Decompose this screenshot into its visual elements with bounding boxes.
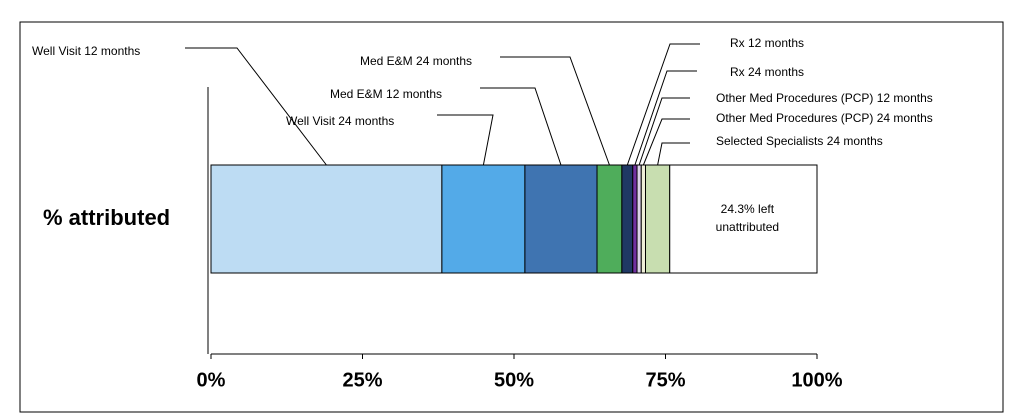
- series-label: Well Visit 12 months: [32, 44, 140, 58]
- x-tick-label: 50%: [494, 369, 534, 391]
- bar-segment: [524, 164, 598, 274]
- leader-line: [626, 43, 700, 166]
- series-label: Med E&M 24 months: [360, 54, 472, 68]
- remainder-label-line: 24.3% left: [721, 202, 775, 216]
- leader-line: [500, 56, 610, 166]
- series-label: Rx 24 months: [730, 65, 804, 79]
- leader-line: [480, 87, 562, 166]
- bar-segment: [621, 164, 634, 274]
- bar-segment: [441, 164, 526, 274]
- remainder: [669, 164, 818, 274]
- category-label: % attributed: [43, 205, 170, 230]
- leader-line: [638, 97, 690, 166]
- x-tick-label: 100%: [791, 369, 842, 391]
- bar-segment: [632, 164, 638, 274]
- series-label: Rx 12 months: [730, 36, 804, 50]
- leader-line: [185, 47, 327, 166]
- remainder-label-line: unattributed: [716, 220, 779, 234]
- series-label: Med E&M 12 months: [330, 87, 442, 101]
- bar-segment: [645, 164, 671, 274]
- bar-segment: [636, 164, 642, 274]
- bar-segment: [210, 164, 443, 274]
- leader-line: [657, 142, 690, 166]
- x-tick-label: 75%: [645, 369, 685, 391]
- bar-segment: [596, 164, 623, 274]
- series-label: Well Visit 24 months: [286, 114, 394, 128]
- leader-line: [437, 114, 494, 166]
- x-tick-label: 25%: [342, 369, 382, 391]
- series-label: Selected Specialists 24 months: [716, 134, 883, 148]
- bar-segment: [640, 164, 647, 274]
- leader-line: [642, 118, 690, 166]
- series-label: Other Med Procedures (PCP) 12 months: [716, 91, 933, 105]
- leader-line: [634, 70, 697, 166]
- series-label: Other Med Procedures (PCP) 24 months: [716, 111, 933, 125]
- remainder-label: 24.3% left unattributed: [716, 202, 779, 234]
- x-tick-label: 0%: [197, 369, 226, 391]
